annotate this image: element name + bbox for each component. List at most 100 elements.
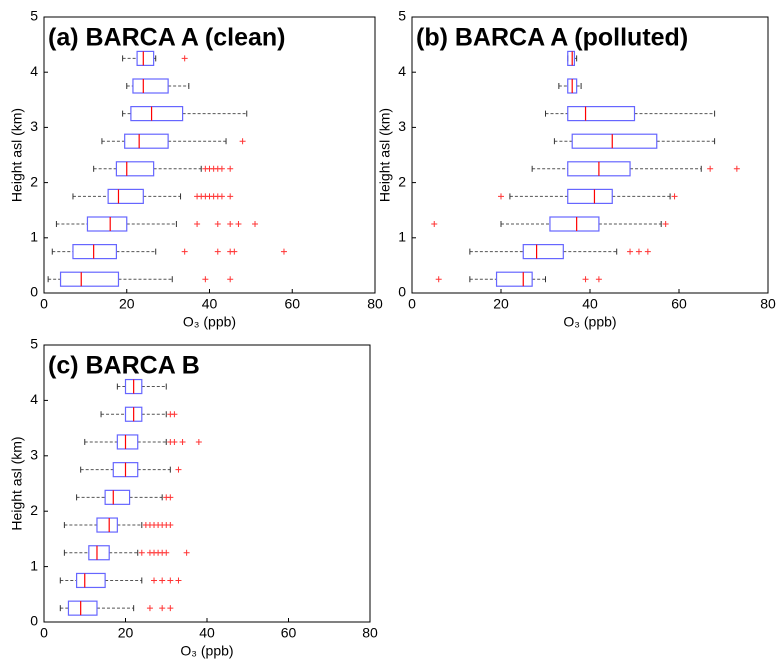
outlier xyxy=(183,549,190,556)
panel: 0 20 40 60 80 0 1 2 3 4 5 O₃ (ppb) Height asl (km) (a… xyxy=(9,8,383,330)
chart-title: (a) BARCA A (clean) xyxy=(48,24,286,52)
y-tick-label: 0 xyxy=(398,284,406,300)
outlier xyxy=(194,221,201,227)
x-tick-label: 20 xyxy=(118,625,134,641)
x-tick-label: 60 xyxy=(671,296,687,312)
outlier xyxy=(218,193,225,200)
outlier xyxy=(171,438,178,445)
outlier xyxy=(280,248,287,255)
y-tick-label: 0 xyxy=(30,613,38,629)
outlier xyxy=(582,276,589,283)
x-tick-label: 20 xyxy=(493,296,509,312)
x-tick-label: 40 xyxy=(202,296,218,312)
outlier xyxy=(146,605,153,612)
box xyxy=(116,434,139,450)
y-tick-label: 1 xyxy=(398,229,406,245)
outlier xyxy=(227,165,234,172)
outlier xyxy=(227,276,234,283)
y-tick-label: 5 xyxy=(398,8,406,24)
y-tick-label: 3 xyxy=(398,118,406,134)
box xyxy=(495,271,533,287)
outlier xyxy=(733,165,740,172)
box xyxy=(136,50,155,67)
y-tick-label: 2 xyxy=(398,173,406,189)
outlier xyxy=(707,165,714,172)
y-tick-label: 2 xyxy=(30,502,38,518)
chart-title: (b) BARCA A (polluted) xyxy=(416,24,688,52)
y-tick-label: 1 xyxy=(30,229,38,245)
outlier xyxy=(662,221,669,227)
outlier xyxy=(435,276,442,283)
box xyxy=(72,244,118,260)
y-tick-label: 3 xyxy=(30,118,38,134)
x-tick-label: 20 xyxy=(119,296,135,312)
x-tick-label: 40 xyxy=(199,625,215,641)
box xyxy=(88,545,110,561)
outlier xyxy=(175,577,182,584)
x-tick-label: 0 xyxy=(40,625,48,641)
outlier xyxy=(239,138,246,145)
y-axis-label: Height asl (km) xyxy=(9,436,25,530)
outlier xyxy=(181,248,188,255)
y-tick-label: 3 xyxy=(30,447,38,463)
box xyxy=(107,188,144,204)
x-tick-label: 80 xyxy=(760,296,776,312)
box xyxy=(104,489,131,505)
outlier xyxy=(179,438,186,445)
x-tick-label: 80 xyxy=(367,296,383,312)
box xyxy=(67,600,98,616)
outlier xyxy=(151,577,158,584)
outlier xyxy=(498,193,504,200)
outlier xyxy=(167,494,174,501)
box xyxy=(132,78,169,94)
box xyxy=(571,133,658,149)
outlier xyxy=(635,248,642,255)
box xyxy=(96,517,118,533)
chart-title: (c) BARCA B xyxy=(48,352,200,380)
y-tick-label: 5 xyxy=(30,336,38,352)
box xyxy=(75,572,106,589)
outlier xyxy=(214,248,221,255)
outlier xyxy=(138,549,145,556)
x-tick-label: 60 xyxy=(284,296,300,312)
x-tick-label: 0 xyxy=(408,296,416,312)
outlier xyxy=(671,193,678,200)
box xyxy=(567,105,636,122)
outlier xyxy=(231,248,238,255)
outlier xyxy=(159,577,166,584)
y-tick-label: 1 xyxy=(30,557,38,573)
box xyxy=(549,216,600,232)
y-tick-label: 2 xyxy=(30,173,38,189)
outlier xyxy=(235,221,242,227)
outlier xyxy=(181,55,188,62)
outlier xyxy=(627,248,634,255)
box xyxy=(115,161,155,177)
outlier xyxy=(431,221,438,227)
box xyxy=(86,216,128,232)
outlier xyxy=(167,577,174,584)
plot-frame xyxy=(43,344,371,623)
x-tick-label: 80 xyxy=(362,625,378,641)
outlier xyxy=(159,605,166,612)
outlier xyxy=(644,248,651,255)
x-tick-label: 40 xyxy=(582,296,598,312)
plot-frame xyxy=(43,16,376,294)
x-tick-label: 0 xyxy=(40,296,48,312)
outlier xyxy=(595,276,602,283)
outlier xyxy=(227,221,234,227)
y-tick-label: 5 xyxy=(30,8,38,24)
x-axis-label: O₃ (ppb) xyxy=(563,314,616,330)
box xyxy=(124,133,169,149)
box xyxy=(59,271,120,287)
outlier xyxy=(171,411,178,418)
x-axis-label: O₃ (ppb) xyxy=(183,314,236,330)
panel: 0 20 40 60 80 0 1 2 3 4 5 O₃ (ppb) Height asl (km) (b… xyxy=(377,8,776,330)
outlier xyxy=(195,438,202,445)
plot-frame xyxy=(411,16,769,294)
box xyxy=(130,105,184,122)
outlier xyxy=(163,549,170,556)
outlier xyxy=(202,276,209,283)
y-axis-label: Height asl (km) xyxy=(9,108,25,202)
panel: 0 20 40 60 80 0 1 2 3 4 5 O₃ (ppb) Height asl (km) (c… xyxy=(9,336,378,659)
